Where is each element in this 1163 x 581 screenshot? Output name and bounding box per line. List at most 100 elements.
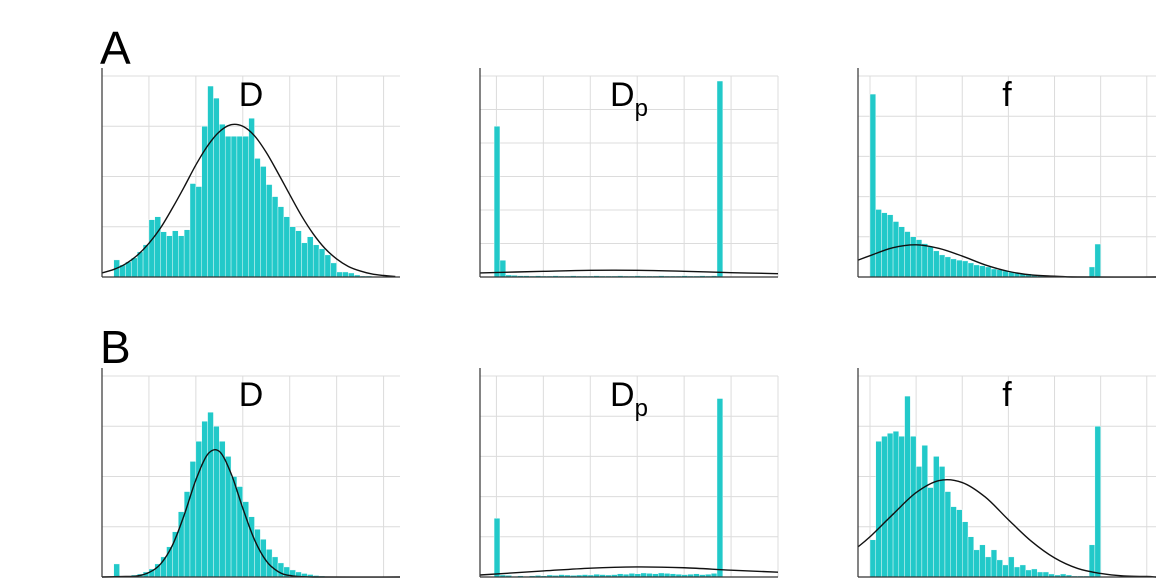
title-main: D <box>610 76 635 114</box>
bar <box>266 184 273 278</box>
bar <box>266 549 273 578</box>
bar <box>967 262 974 278</box>
bar <box>910 436 917 578</box>
bar <box>219 441 226 578</box>
bar <box>979 544 986 578</box>
bar <box>189 183 197 278</box>
bar <box>195 441 202 578</box>
panel: f <box>857 68 1157 278</box>
bar <box>1008 556 1015 578</box>
bar <box>921 445 928 578</box>
bar <box>1002 564 1009 578</box>
bar <box>887 433 894 578</box>
panel-label: A <box>100 22 131 74</box>
bar <box>996 559 1003 578</box>
bar <box>201 421 208 578</box>
bar <box>277 206 285 278</box>
bar <box>277 562 285 578</box>
bar <box>875 209 882 278</box>
bar <box>178 235 185 278</box>
bar <box>898 226 905 278</box>
bar <box>869 93 876 278</box>
bar <box>224 136 232 278</box>
bar <box>716 80 724 278</box>
bar <box>990 268 998 278</box>
bar <box>499 260 507 278</box>
title-main: D <box>239 76 264 114</box>
fit-curve <box>857 478 1157 578</box>
bar <box>904 395 911 578</box>
bar <box>260 166 267 278</box>
bar <box>254 529 261 578</box>
bar <box>910 236 917 278</box>
bar <box>295 230 302 278</box>
title-main: f <box>1002 76 1012 114</box>
bar <box>271 556 279 578</box>
bar <box>242 136 249 278</box>
bar <box>213 426 220 578</box>
bar <box>213 97 220 278</box>
bar <box>301 242 308 278</box>
bar <box>289 226 296 278</box>
bar <box>312 244 320 278</box>
bar <box>260 539 267 578</box>
panel: D <box>101 68 400 278</box>
bar <box>493 518 501 578</box>
bar <box>136 251 144 278</box>
bar <box>248 118 255 278</box>
bar <box>875 441 882 578</box>
bar <box>1088 266 1096 278</box>
bar <box>195 186 202 278</box>
bar <box>887 214 894 278</box>
bar <box>230 476 238 578</box>
fit-curve <box>101 448 401 578</box>
bar <box>283 216 290 278</box>
chart-title: D <box>239 376 264 414</box>
bar <box>933 456 940 578</box>
bar <box>869 539 876 578</box>
fit-curve <box>479 566 779 576</box>
bar <box>927 487 934 578</box>
bar <box>962 260 969 278</box>
bar <box>1037 571 1044 578</box>
panel: D <box>101 368 401 578</box>
chart-title: f <box>1002 76 1012 114</box>
bar <box>640 572 647 578</box>
bar <box>1042 571 1049 578</box>
bar <box>904 231 911 278</box>
bar <box>962 521 969 578</box>
bar <box>348 272 355 278</box>
bar <box>973 549 980 578</box>
bar <box>1025 569 1032 578</box>
bar <box>148 219 155 278</box>
bar <box>950 258 957 278</box>
bar <box>307 236 314 278</box>
chart-title: Dp <box>610 376 648 422</box>
bar <box>324 254 331 278</box>
bar <box>967 536 974 578</box>
bar <box>921 243 928 278</box>
bar <box>985 266 992 278</box>
bar <box>336 271 343 278</box>
bar <box>658 572 665 578</box>
chart-title: Dp <box>610 76 648 122</box>
bar <box>254 158 261 278</box>
bar <box>979 265 986 278</box>
bar <box>881 212 888 278</box>
bar <box>113 563 120 578</box>
bar <box>881 436 888 578</box>
title-main: f <box>1002 376 1012 414</box>
bar <box>154 216 161 278</box>
bar <box>915 466 923 578</box>
bar <box>493 126 501 278</box>
bar <box>1013 566 1021 578</box>
chart-title: f <box>1002 376 1012 414</box>
chart-title: D <box>239 76 264 114</box>
bar <box>271 196 279 278</box>
bar <box>172 230 179 278</box>
bar <box>938 466 946 578</box>
bar <box>183 229 191 278</box>
bar <box>318 248 326 278</box>
bar <box>716 398 724 578</box>
bar <box>985 556 992 578</box>
